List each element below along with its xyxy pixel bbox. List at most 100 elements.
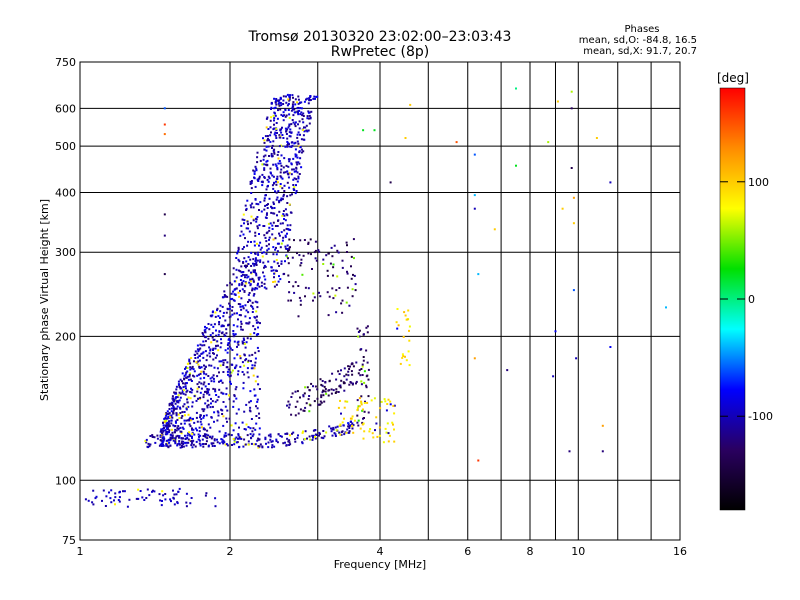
data-point <box>258 177 261 180</box>
data-point <box>222 311 225 314</box>
data-point <box>270 116 273 119</box>
data-point <box>219 310 222 313</box>
data-point <box>175 407 178 410</box>
data-point <box>224 405 227 408</box>
data-point <box>252 280 255 283</box>
data-point <box>254 328 257 331</box>
data-point <box>328 389 331 392</box>
data-point <box>176 418 179 421</box>
data-point <box>279 246 282 249</box>
data-point <box>257 203 260 206</box>
data-point <box>167 438 170 441</box>
data-point <box>265 240 268 243</box>
data-point <box>213 366 216 369</box>
data-point <box>255 261 258 264</box>
data-point <box>238 295 241 298</box>
data-point <box>208 393 211 396</box>
data-point <box>253 173 256 175</box>
data-point <box>286 202 289 204</box>
data-point <box>196 429 198 432</box>
data-point <box>308 389 311 391</box>
data-point <box>195 440 198 443</box>
data-point <box>374 429 376 432</box>
data-point <box>287 440 290 443</box>
data-point <box>255 264 258 266</box>
data-point <box>230 434 233 437</box>
data-point <box>270 172 272 175</box>
data-point <box>210 341 213 344</box>
data-point <box>395 321 398 324</box>
data-point <box>340 433 343 436</box>
data-point <box>297 113 300 116</box>
data-point <box>249 278 252 281</box>
data-point <box>178 440 181 443</box>
data-point <box>242 381 245 384</box>
data-point <box>273 133 276 136</box>
data-point <box>222 359 225 362</box>
data-point <box>278 232 280 235</box>
data-point <box>203 381 206 384</box>
data-point <box>218 360 221 363</box>
data-point <box>246 337 249 340</box>
data-point <box>182 445 185 448</box>
data-point <box>273 107 276 110</box>
data-point <box>253 364 256 367</box>
data-point <box>609 181 612 184</box>
data-point <box>240 308 243 311</box>
data-point <box>231 297 234 300</box>
data-point <box>299 239 302 242</box>
data-point <box>219 364 222 367</box>
data-point <box>288 238 291 241</box>
data-point <box>241 328 244 331</box>
data-point <box>270 102 273 105</box>
data-point <box>273 212 276 215</box>
data-point <box>304 430 307 433</box>
data-point <box>244 304 247 307</box>
data-point <box>321 391 324 394</box>
data-point <box>235 412 238 415</box>
data-point <box>256 227 259 230</box>
data-point <box>348 383 351 386</box>
data-point <box>281 177 284 180</box>
data-point <box>286 195 289 198</box>
data-point <box>286 404 288 407</box>
data-point <box>199 398 201 401</box>
data-point <box>275 198 278 201</box>
data-point <box>181 415 184 417</box>
data-point <box>191 446 194 449</box>
data-point <box>234 333 237 336</box>
data-point <box>203 414 205 417</box>
data-point <box>299 133 301 136</box>
data-point <box>285 101 288 104</box>
data-point <box>239 279 242 281</box>
data-point <box>252 325 255 328</box>
data-point <box>173 493 176 496</box>
data-point <box>189 425 192 428</box>
data-point <box>274 225 277 227</box>
data-point <box>191 365 194 368</box>
data-point <box>289 224 292 227</box>
data-point <box>278 145 281 148</box>
data-point <box>254 165 257 168</box>
data-point <box>294 148 297 151</box>
data-point <box>232 290 235 293</box>
data-point <box>248 321 251 324</box>
data-point <box>276 250 279 253</box>
data-point <box>165 419 168 422</box>
data-point <box>284 234 287 237</box>
data-point <box>264 154 267 157</box>
data-point <box>289 128 292 131</box>
data-point <box>257 321 260 324</box>
data-point <box>239 325 242 328</box>
data-point <box>182 389 185 392</box>
data-point <box>256 259 259 262</box>
data-point <box>267 260 270 263</box>
data-point <box>283 214 286 217</box>
data-point <box>332 263 335 266</box>
data-point <box>408 325 411 328</box>
data-point <box>241 281 244 284</box>
data-point <box>239 355 242 358</box>
data-point <box>274 190 276 193</box>
data-point <box>263 275 266 278</box>
data-point <box>277 242 280 245</box>
